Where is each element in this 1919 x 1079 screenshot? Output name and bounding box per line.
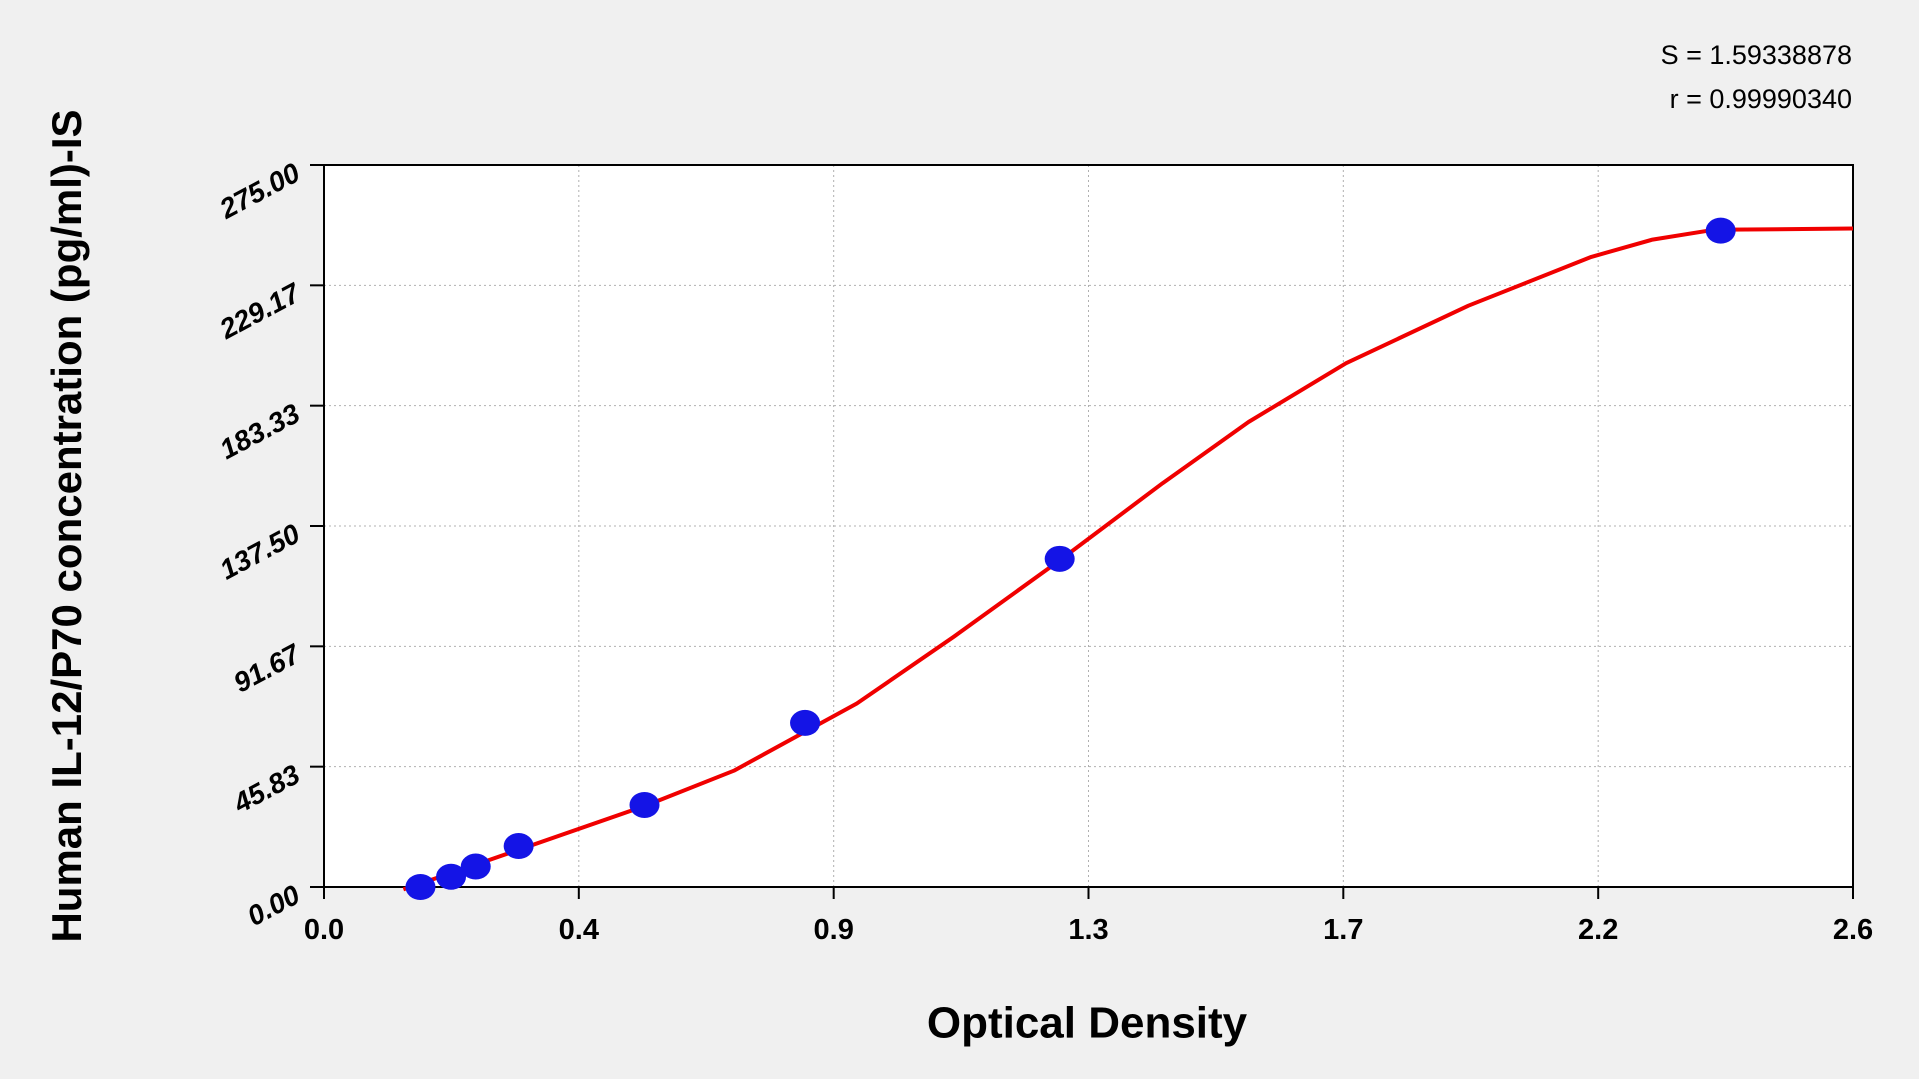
data-point (629, 791, 660, 818)
grid (324, 165, 1853, 887)
x-tick-label: 2.2 (1578, 914, 1618, 946)
x-tick-label: 0.4 (559, 914, 599, 946)
fit-curve (402, 226, 1854, 892)
x-tick-label: 0.0 (304, 914, 344, 946)
annotation: r = 0.99990340 (1670, 84, 1852, 114)
data-point (460, 853, 491, 880)
x-tick-label: 1.7 (1323, 914, 1363, 946)
data-point (1705, 217, 1736, 244)
x-tick-label: 1.3 (1068, 914, 1108, 946)
data-point (790, 709, 821, 736)
y-axis-label: Human IL-12/P70 concentration (pg/ml)-IS (43, 109, 90, 942)
x-axis-label: Optical Density (927, 999, 1248, 1048)
x-tick-label: 0.9 (814, 914, 854, 946)
data-point (405, 874, 436, 900)
x-tick-label: 2.6 (1833, 914, 1873, 946)
data-point (503, 833, 534, 860)
data-point (436, 863, 467, 890)
annotation: S = 1.59338878 (1661, 40, 1852, 70)
data-point (1044, 545, 1075, 572)
